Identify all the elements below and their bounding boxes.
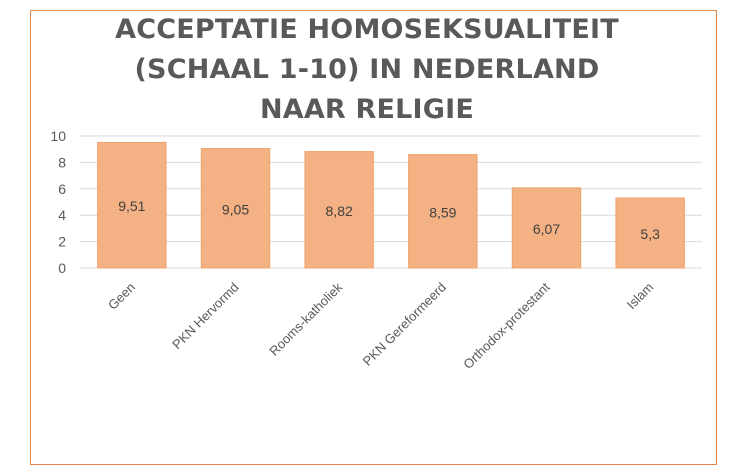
data-label: 9,05 xyxy=(222,201,249,217)
chart-title-line-3: NAAR RELIGIE xyxy=(259,94,475,125)
data-label: 8,82 xyxy=(326,203,353,219)
bar xyxy=(200,148,271,269)
y-tick-label: 8 xyxy=(58,154,66,170)
x-tick-label: PKN Gereformeerd xyxy=(360,280,449,369)
x-tick-label: Rooms-katholiek xyxy=(266,279,345,358)
data-label: 8,59 xyxy=(429,204,456,220)
x-tick-label: Geen xyxy=(105,280,138,313)
y-tick-label: 2 xyxy=(58,234,66,250)
x-tick-label: PKN Hervormd xyxy=(169,280,241,352)
x-tick-label: Orthodox-protestant xyxy=(460,279,553,372)
y-tick-label: 6 xyxy=(58,181,66,197)
bar xyxy=(408,154,478,269)
x-tick-label: Islam xyxy=(624,280,657,313)
chart-title: ACCEPTATIE HOMOSEKSUALITEIT (SCHAAL 1-10… xyxy=(0,10,734,130)
bar xyxy=(97,141,167,269)
data-label: 6,07 xyxy=(533,221,560,237)
data-label: 5,3 xyxy=(640,226,660,242)
bar xyxy=(304,151,374,269)
data-label: 9,51 xyxy=(118,198,145,214)
bar xyxy=(615,197,685,269)
y-tick-label: 10 xyxy=(50,128,66,144)
chart-title-line-1: ACCEPTATIE HOMOSEKSUALITEIT xyxy=(115,14,619,45)
y-tick-label: 0 xyxy=(58,260,66,276)
bar xyxy=(511,187,582,269)
chart-title-line-2: (SCHAAL 1-10) IN NEDERLAND xyxy=(134,54,600,85)
y-tick-label: 4 xyxy=(58,207,66,223)
